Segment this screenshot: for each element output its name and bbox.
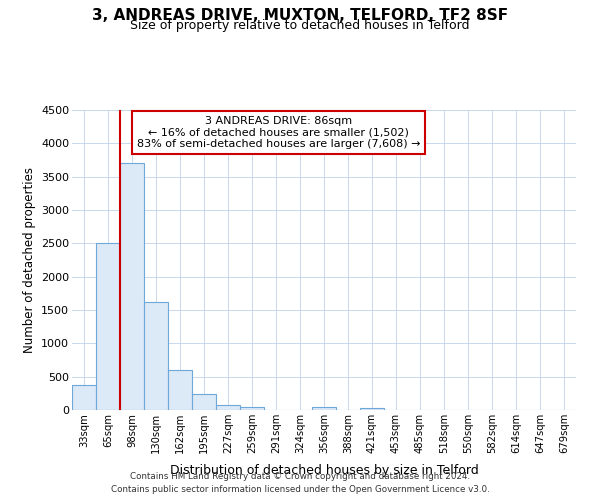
Bar [96,244,120,410]
Bar [360,408,384,410]
Y-axis label: Number of detached properties: Number of detached properties [23,167,35,353]
Text: Contains HM Land Registry data © Crown copyright and database right 2024.
Contai: Contains HM Land Registry data © Crown c… [110,472,490,494]
Text: Size of property relative to detached houses in Telford: Size of property relative to detached ho… [130,19,470,32]
Bar [168,370,192,410]
Bar [144,302,168,410]
Bar [120,164,144,410]
X-axis label: Distribution of detached houses by size in Telford: Distribution of detached houses by size … [170,464,478,477]
Bar [72,384,96,410]
Bar [192,394,216,410]
Text: 3 ANDREAS DRIVE: 86sqm
← 16% of detached houses are smaller (1,502)
83% of semi-: 3 ANDREAS DRIVE: 86sqm ← 16% of detached… [137,116,421,149]
Bar [312,406,336,410]
Bar [240,406,264,410]
Bar [216,404,240,410]
Text: 3, ANDREAS DRIVE, MUXTON, TELFORD, TF2 8SF: 3, ANDREAS DRIVE, MUXTON, TELFORD, TF2 8… [92,8,508,22]
